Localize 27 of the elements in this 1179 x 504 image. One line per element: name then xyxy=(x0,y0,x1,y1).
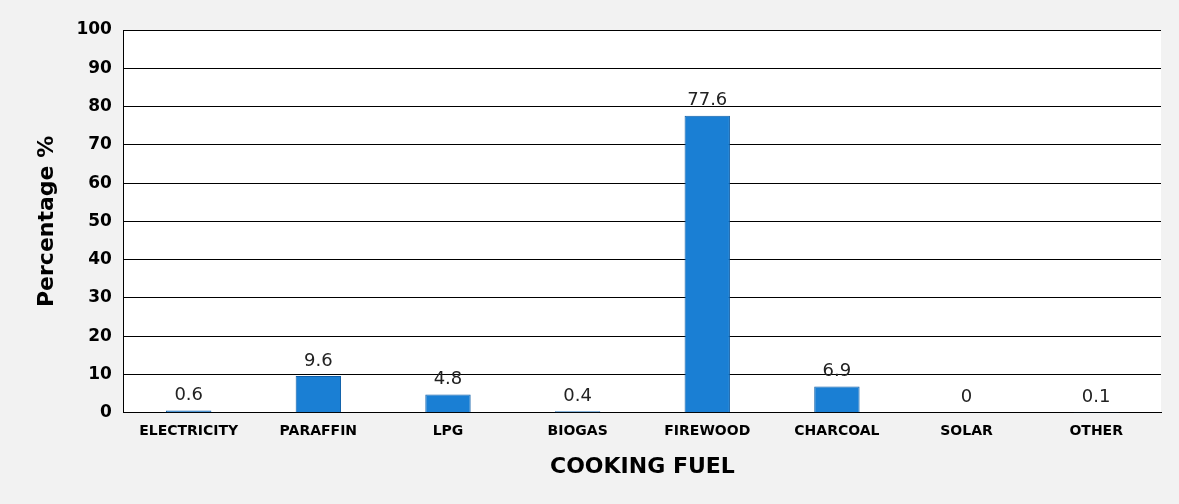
y-tick-label: 30 xyxy=(88,286,113,307)
x-tick-label: SOLAR xyxy=(940,421,994,438)
x-tick-label: OTHER xyxy=(1069,421,1124,438)
y-tick-label: 80 xyxy=(88,94,113,115)
x-axis-title: COOKING FUEL xyxy=(550,452,735,478)
y-tick-label: 10 xyxy=(88,362,113,383)
x-tick-label: ELECTRICITY xyxy=(139,421,240,438)
data-label: 0.6 xyxy=(174,383,204,405)
x-tick-label: LPG xyxy=(432,421,464,438)
data-label: 9.6 xyxy=(304,348,333,370)
data-label: 0.1 xyxy=(1081,385,1111,407)
x-tick-label: FIREWOOD xyxy=(664,421,751,438)
y-tick-label: 50 xyxy=(88,209,113,230)
x-tick-label: CHARCOAL xyxy=(794,421,880,438)
y-tick-label: 40 xyxy=(88,248,113,269)
data-label: 77.6 xyxy=(687,88,728,110)
data-label: 0 xyxy=(960,385,973,407)
y-tick-label: 70 xyxy=(88,133,113,154)
y-tick-label: 20 xyxy=(88,324,113,345)
x-tick-label: PARAFFIN xyxy=(279,421,358,438)
y-tick-label: 60 xyxy=(88,171,113,192)
data-label: 0.4 xyxy=(563,383,592,405)
x-tick-label: BIOGAS xyxy=(547,421,608,438)
y-tick-label: 0 xyxy=(100,401,113,422)
y-tick-label: 100 xyxy=(76,18,113,39)
y-tick-label: 90 xyxy=(88,56,113,77)
y-axis-title: Percentage % xyxy=(32,135,58,308)
